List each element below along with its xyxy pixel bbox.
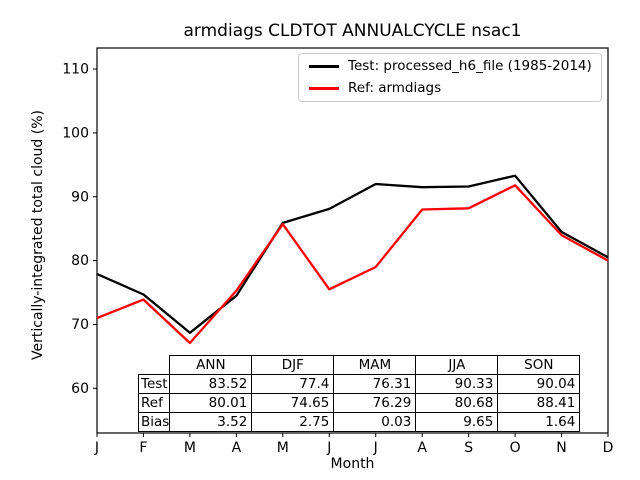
table-column-header: ANN bbox=[169, 355, 253, 375]
table-row: Test 83.52 77.4 76.31 90.33 90.04 bbox=[137, 374, 581, 394]
legend: Test: processed_h6_file (1985-2014) Ref:… bbox=[298, 53, 602, 102]
legend-item-ref: Ref: armdiags bbox=[309, 80, 601, 98]
y-tick-label: 70 bbox=[71, 317, 89, 333]
table-value-cell: 3.52 bbox=[169, 412, 253, 432]
seasonal-stats-table: ANN DJF MAM JJA SON Test 83.52 77.4 76.31 90.33 90… bbox=[137, 355, 581, 432]
chart-title: armdiags CLDTOT ANNUALCYCLE nsac1 bbox=[183, 21, 522, 41]
x-tick-label: J bbox=[94, 440, 99, 456]
table-value-cell: 90.04 bbox=[497, 374, 581, 394]
x-tick-label: S bbox=[464, 440, 473, 456]
x-tick-label: J bbox=[326, 440, 331, 456]
table-value-cell: 77.4 bbox=[251, 374, 335, 394]
table-value-cell: 2.75 bbox=[251, 412, 335, 432]
table-row-label: Test bbox=[137, 374, 171, 394]
x-tick-label: D bbox=[603, 440, 614, 456]
table-value-cell: 80.01 bbox=[169, 393, 253, 413]
table-row: Ref 80.01 74.65 76.29 80.68 88.41 bbox=[137, 393, 581, 413]
table-column-header: MAM bbox=[333, 355, 417, 375]
table-row: Bias 3.52 2.75 0.03 9.65 1.64 bbox=[137, 412, 581, 432]
x-tick-label: J bbox=[373, 440, 378, 456]
table-value-cell: 80.68 bbox=[415, 393, 499, 413]
table-value-cell: 74.65 bbox=[251, 393, 335, 413]
table-value-cell: 83.52 bbox=[169, 374, 253, 394]
x-tick-label: M bbox=[184, 440, 196, 456]
table-value-cell: 88.41 bbox=[497, 393, 581, 413]
x-tick-label: O bbox=[510, 440, 521, 456]
y-tick-label: 90 bbox=[71, 189, 89, 205]
table-value-cell: 0.03 bbox=[333, 412, 417, 432]
table-column-header: SON bbox=[497, 355, 581, 375]
table-value-cell: 76.31 bbox=[333, 374, 417, 394]
table-row-label: Ref bbox=[137, 393, 171, 413]
y-tick-label: 100 bbox=[62, 125, 89, 141]
table-value-cell: 1.64 bbox=[497, 412, 581, 432]
legend-label-test: Test: processed_h6_file (1985-2014) bbox=[348, 58, 592, 74]
legend-label-ref: Ref: armdiags bbox=[348, 80, 442, 96]
table-value-cell: 90.33 bbox=[415, 374, 499, 394]
axes-frame bbox=[96, 47, 609, 434]
ref-line bbox=[96, 184, 609, 345]
table-value-cell: 9.65 bbox=[415, 412, 499, 432]
test-line bbox=[96, 174, 609, 334]
table-column-header: JJA bbox=[415, 355, 499, 375]
table-row-label: Bias bbox=[137, 412, 171, 432]
test-line-sample bbox=[309, 65, 339, 68]
table-corner-cell bbox=[139, 356, 170, 375]
table-header-row: ANN DJF MAM JJA SON bbox=[139, 355, 581, 375]
x-tick-label: A bbox=[232, 440, 242, 456]
y-axis-label: Vertically-integrated total cloud (%) bbox=[30, 110, 46, 360]
y-tick-label: 60 bbox=[71, 381, 89, 397]
x-tick-label: F bbox=[139, 440, 147, 456]
y-tick-label: 80 bbox=[71, 253, 89, 269]
y-tick-label: 110 bbox=[62, 62, 89, 78]
x-tick-label: N bbox=[556, 440, 566, 456]
table-value-cell: 76.29 bbox=[333, 393, 417, 413]
ref-line-sample bbox=[309, 87, 339, 90]
x-tick-label: A bbox=[417, 440, 427, 456]
table-column-header: DJF bbox=[251, 355, 335, 375]
legend-item-test: Test: processed_h6_file (1985-2014) bbox=[309, 58, 601, 76]
x-tick-label: M bbox=[277, 440, 289, 456]
x-axis-label: Month bbox=[330, 456, 375, 472]
